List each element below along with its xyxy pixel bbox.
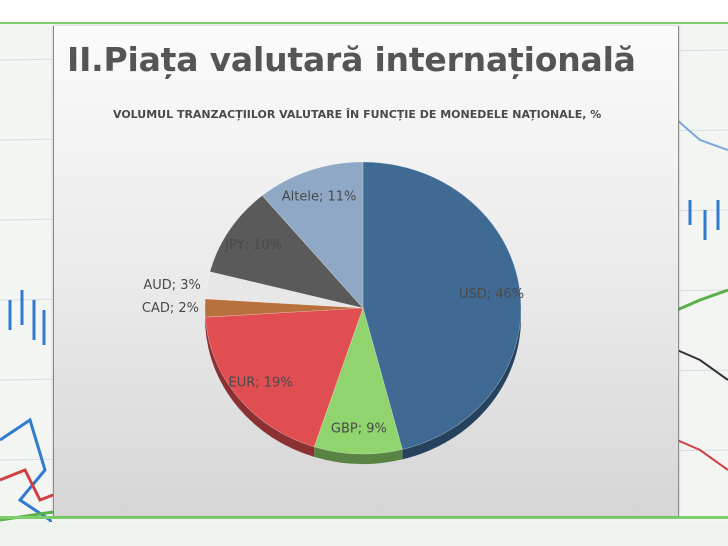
data-label-altele: Altele; 11% xyxy=(282,189,357,204)
pie-slice-jpy xyxy=(209,195,364,309)
data-label-cad: CAD; 2% xyxy=(142,301,199,316)
pie-side-gbp xyxy=(314,446,403,464)
chart-title: VOLUMUL TRANZACȚIILOR VALUTARE ÎN FUNCȚI… xyxy=(113,108,602,121)
pie-slice-cad xyxy=(204,298,364,318)
data-label-gbp: GBP; 9% xyxy=(331,422,387,437)
pie-slice-altele xyxy=(261,161,364,309)
pie-slice-usd xyxy=(362,161,522,450)
pie-slice-eur xyxy=(204,307,364,448)
pie-slice-aud xyxy=(204,271,364,309)
pie-side-eur xyxy=(205,317,315,457)
data-label-aud: AUD; 3% xyxy=(143,278,201,293)
data-label-jpy: JPY; 10% xyxy=(224,238,282,253)
pie-side-usd xyxy=(402,308,522,460)
data-label-usd: USD; 46% xyxy=(459,287,524,302)
slide-title: II.Piața valutară internațională xyxy=(67,40,636,79)
data-label-eur: EUR; 19% xyxy=(229,375,293,390)
pie-slice-gbp xyxy=(313,307,403,455)
